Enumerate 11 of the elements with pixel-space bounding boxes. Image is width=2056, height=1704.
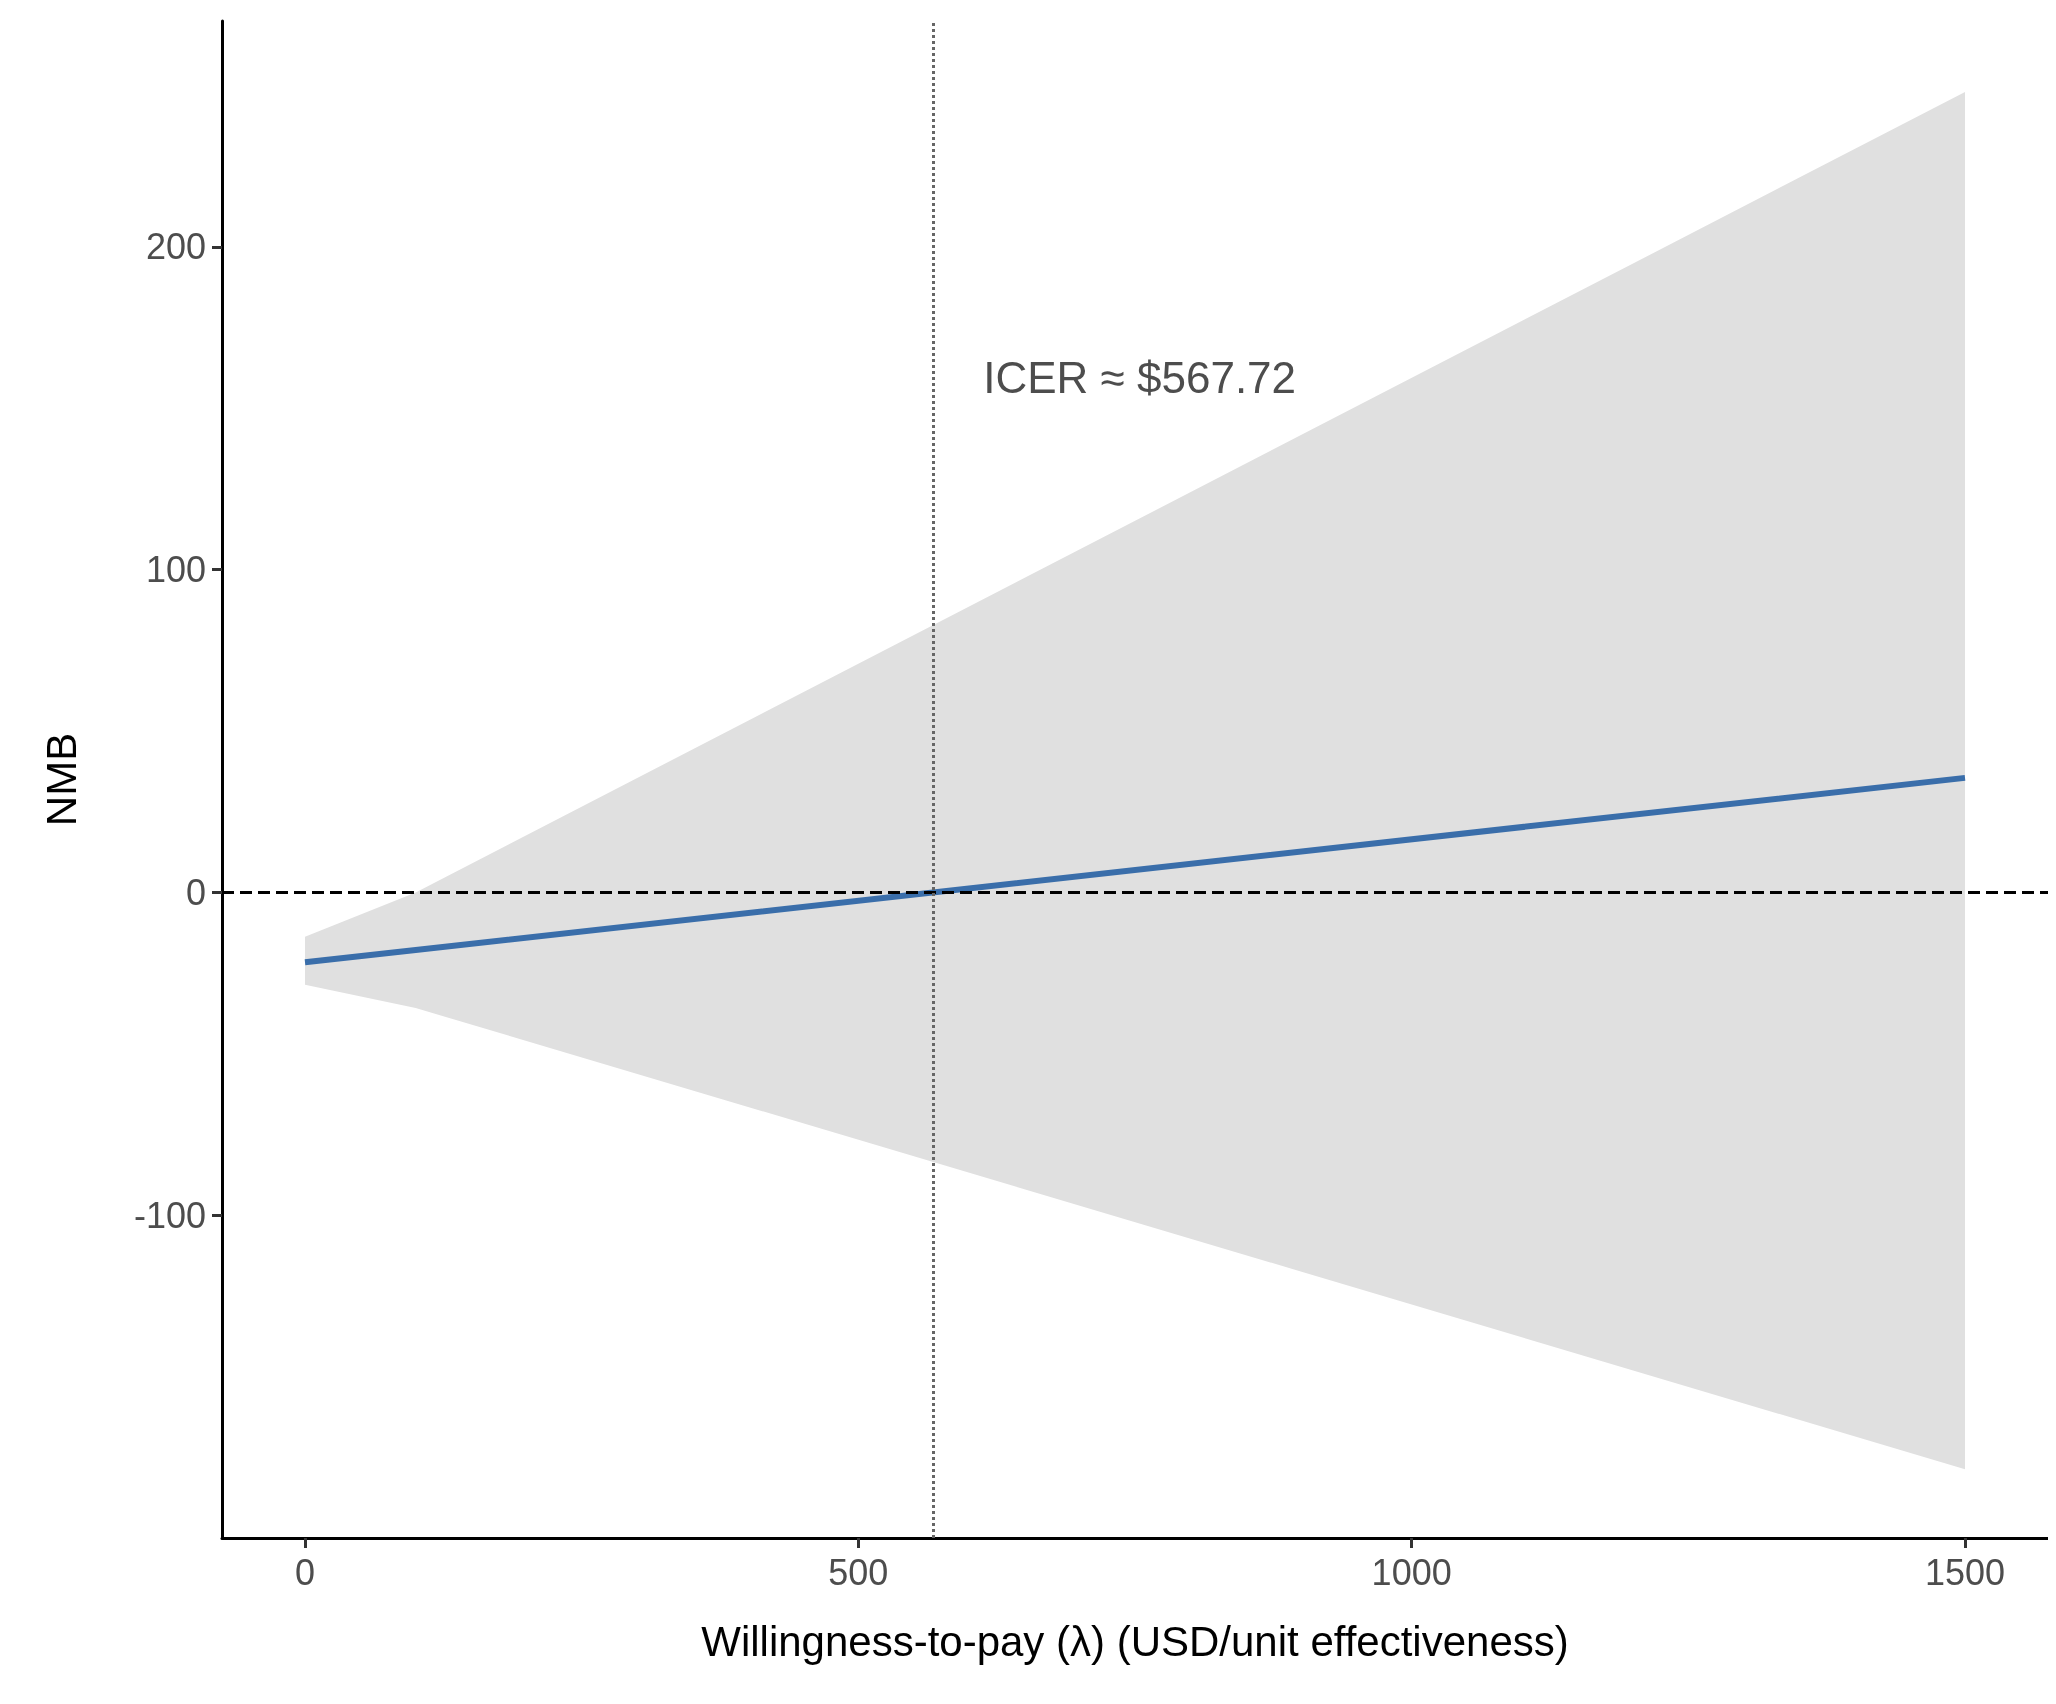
x-tick-label: 0 bbox=[294, 1551, 316, 1593]
x-tick-label: 1500 bbox=[1924, 1551, 2006, 1593]
y-tick-label: 0 bbox=[185, 871, 206, 913]
ref-line-label: ICER ≈ $567.72 bbox=[983, 352, 1297, 402]
x-tick-label: 1000 bbox=[1371, 1551, 1452, 1593]
x-tick-label: 500 bbox=[828, 1551, 889, 1593]
x-axis-title: Willingness-to-pay (λ) (USD/unit effectiveness) bbox=[701, 1617, 1569, 1665]
y-tick-label: -100 bbox=[133, 1194, 206, 1236]
y-axis-title: NMB bbox=[37, 732, 85, 827]
y-tick-label: 100 bbox=[145, 549, 206, 591]
y-tick-label: 200 bbox=[145, 226, 206, 268]
